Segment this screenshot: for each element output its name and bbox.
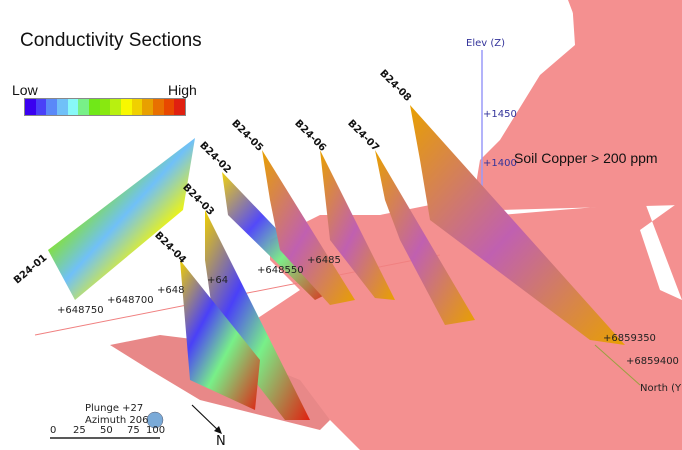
section-b24-06 <box>320 150 395 300</box>
legend-swatch <box>99 99 111 115</box>
scale-tick: 100 <box>146 425 166 436</box>
scale-tick: 75 <box>127 425 140 436</box>
easting-tick: +648700 <box>107 295 154 306</box>
legend-swatch <box>153 99 164 115</box>
legend-swatch <box>35 99 47 115</box>
north-arrowhead-icon <box>214 426 222 434</box>
elevation-tick: +1450 <box>483 109 517 120</box>
legend-swatch <box>174 99 186 115</box>
plunge-readout: Plunge +27 <box>85 403 144 414</box>
easting-tick: +648750 <box>57 305 104 316</box>
easting-tick: +648550 <box>257 265 304 276</box>
easting-tick: +64 <box>207 275 229 286</box>
northing-tick: +6859350 <box>603 333 656 344</box>
legend-swatch <box>142 99 154 115</box>
section-b24-05 <box>262 150 355 305</box>
section-b24-07 <box>375 150 475 325</box>
northing-axis-line <box>594 344 641 386</box>
section-b24-04 <box>180 260 260 410</box>
legend-swatch <box>163 99 175 115</box>
legend-swatch <box>57 99 68 115</box>
legend-swatch <box>110 99 122 115</box>
legend-swatch <box>121 99 132 115</box>
section-b24-03 <box>205 210 310 420</box>
legend-swatch <box>89 99 100 115</box>
easting-tick: +6485 <box>307 255 341 266</box>
legend-swatch <box>131 99 143 115</box>
page-title: Conductivity Sections <box>20 30 202 51</box>
globe-icon[interactable] <box>146 411 164 429</box>
elevation-axis-label: Elev (Z) <box>466 38 505 49</box>
legend-low-label: Low <box>12 82 38 98</box>
legend-high-label: High <box>168 82 197 98</box>
legend-swatch <box>78 99 90 115</box>
legend-swatch <box>46 99 58 115</box>
elevation-tick: +1400 <box>483 158 517 169</box>
northing-axis-label: North (Y) <box>640 383 682 394</box>
legend-swatch <box>67 99 79 115</box>
scale-tick: 50 <box>100 425 113 436</box>
azimuth-readout: Azimuth 206 <box>85 415 149 426</box>
soil-copper-label: Soil Copper > 200 ppm <box>514 150 658 166</box>
north-label: N <box>216 434 226 449</box>
scale-tick: 0 <box>50 425 57 436</box>
color-legend-bar <box>24 98 186 116</box>
legend-swatch <box>25 99 36 115</box>
easting-tick: +648 <box>157 285 185 296</box>
soil-copper-upper <box>475 0 682 210</box>
north-arrow-icon <box>191 404 221 433</box>
section-b24-08 <box>410 105 625 345</box>
northing-tick: +6859400 <box>626 356 679 367</box>
section-b24-01 <box>48 138 195 300</box>
scale-tick: 25 <box>73 425 86 436</box>
